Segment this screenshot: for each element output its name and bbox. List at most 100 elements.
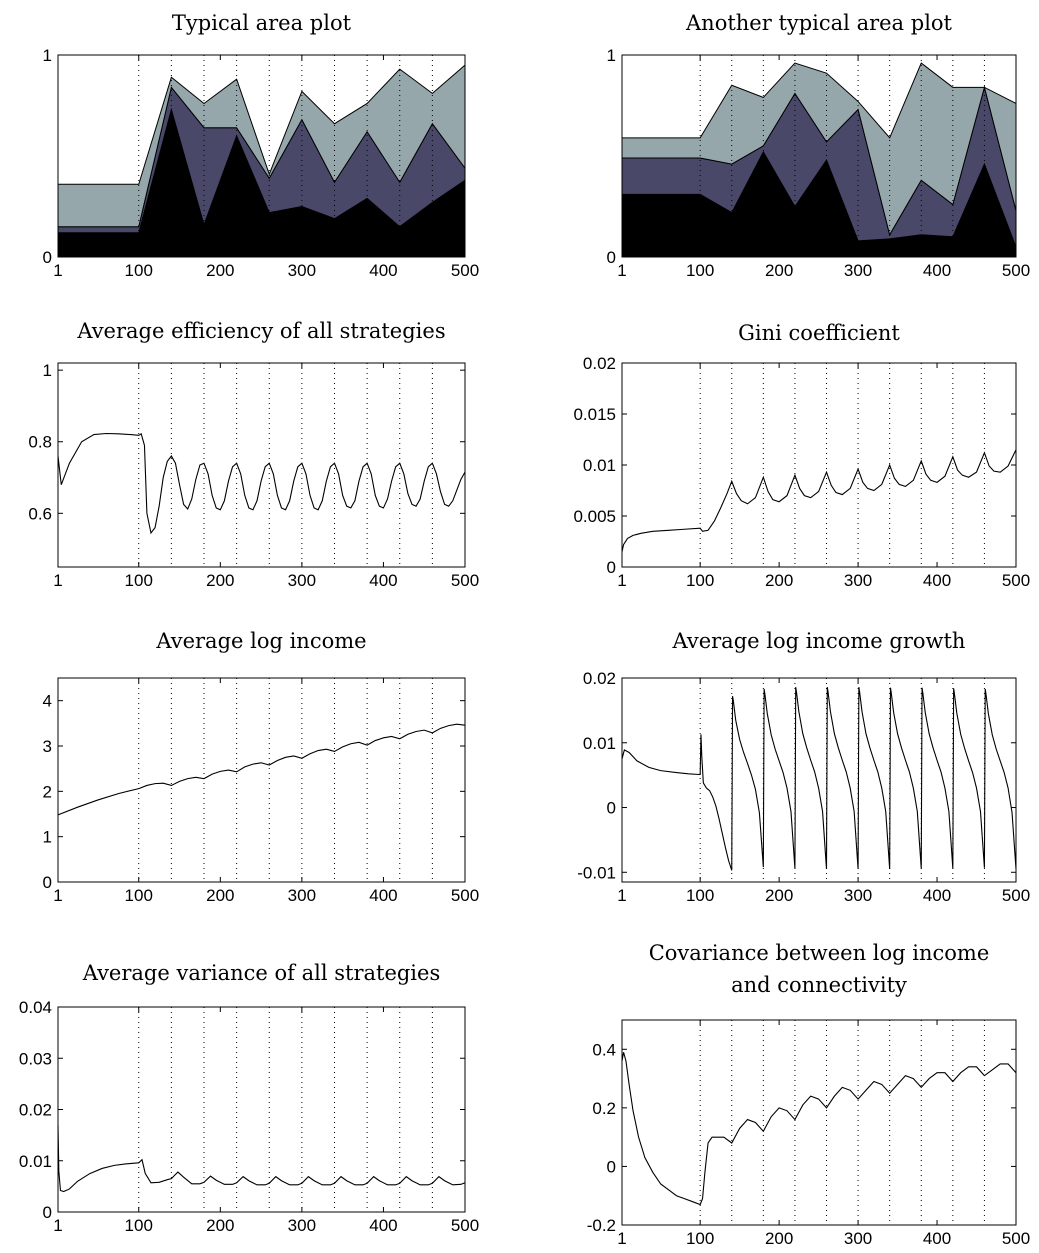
y-tick-label: 3 [43, 737, 52, 756]
chart-title: Average efficiency of all strategies [76, 319, 445, 343]
plot-frame [621, 362, 1017, 568]
plot-frame [57, 362, 466, 568]
chart-title: Average log income growth [672, 629, 966, 653]
x-tick-label: 500 [1002, 1229, 1030, 1248]
x-tick-label: 300 [844, 1229, 872, 1248]
chart-average-variance: Average variance of all strategies 1 100 20… [19, 961, 479, 1235]
x-tick-label: 1 [53, 571, 62, 590]
series-line [621, 686, 1017, 871]
x-tick-label: 100 [686, 261, 714, 280]
chart-covariance-log-income-connectivity: Covariance between log income and connect… [587, 941, 1030, 1248]
y-tick-label: 0.02 [583, 354, 616, 373]
x-tick-label: 400 [369, 571, 397, 590]
y-tick-label: 1 [43, 361, 52, 380]
y-tick-label: 0.01 [583, 734, 616, 753]
chart-title: Average variance of all strategies [82, 961, 440, 985]
x-tick-label: 1 [53, 886, 62, 905]
y-tick-label: 0.4 [592, 1040, 616, 1059]
x-tick-label: 100 [125, 261, 153, 280]
chart-title: Typical area plot [172, 11, 352, 35]
x-tick-label: 500 [451, 1216, 479, 1235]
series-line [57, 723, 466, 816]
x-tick-label: 500 [451, 571, 479, 590]
plot-frame [621, 677, 1017, 883]
x-tick-label: 200 [765, 1229, 793, 1248]
y-tick-label: 0 [607, 799, 616, 818]
x-tick-label: 300 [288, 261, 316, 280]
x-tick-label: 400 [923, 261, 951, 280]
y-tick-label: 4 [43, 692, 52, 711]
y-tick-label: 1 [43, 828, 52, 847]
x-tick-label: 400 [369, 261, 397, 280]
x-tick-label: 400 [923, 1229, 951, 1248]
y-tick-label: 0.03 [19, 1049, 52, 1068]
series-line [621, 449, 1017, 552]
y-tick-label: 0.01 [583, 456, 616, 475]
x-tick-label: 100 [686, 571, 714, 590]
x-tick-label: 500 [451, 261, 479, 280]
chart-gini-coefficient: Gini coefficient 1 100 200 300 400 500 0 0.005 0.… [573, 321, 1030, 590]
x-tick-label: 200 [765, 261, 793, 280]
x-tick-label: 300 [288, 886, 316, 905]
series-line [57, 432, 466, 535]
chart-title: Average log income [155, 629, 366, 653]
y-tick-label: 0.02 [19, 1101, 52, 1120]
y-tick-label: 0.04 [19, 998, 52, 1017]
chart-another-typical-area-plot: Another typical area plot 1 100 200 300 400 50… [607, 11, 1031, 280]
y-tick-label: -0.01 [577, 863, 616, 882]
y-tick-label: 1 [607, 46, 616, 65]
y-tick-label: 1 [43, 46, 52, 65]
y-tick-label: 0.015 [573, 405, 616, 424]
x-tick-label: 1 [53, 261, 62, 280]
x-tick-label: 300 [844, 261, 872, 280]
x-tick-label: 400 [923, 571, 951, 590]
chart-title: Covariance between log income [649, 941, 990, 965]
y-tick-label: 0 [43, 248, 52, 267]
plot-frame [57, 677, 466, 883]
y-tick-label: 0 [43, 873, 52, 892]
plot-frame [621, 54, 1017, 258]
x-tick-label: 300 [844, 571, 872, 590]
y-tick-label: 0.6 [28, 504, 52, 523]
x-tick-label: 1 [53, 1216, 62, 1235]
x-tick-label: 500 [1002, 571, 1030, 590]
x-tick-label: 300 [288, 1216, 316, 1235]
x-tick-label: 200 [206, 571, 234, 590]
x-tick-label: 100 [686, 1229, 714, 1248]
series-line [57, 1124, 466, 1193]
x-tick-label: 100 [686, 886, 714, 905]
x-tick-label: 300 [844, 886, 872, 905]
y-tick-label: 0.8 [28, 433, 52, 452]
x-tick-label: 1 [617, 571, 626, 590]
y-tick-label: 0.2 [592, 1099, 616, 1118]
y-tick-label: 0 [607, 248, 616, 267]
x-tick-label: 200 [765, 886, 793, 905]
series-line [621, 1052, 1017, 1206]
plot-frame [621, 1019, 1017, 1226]
y-tick-label: 0 [43, 1203, 52, 1222]
chart-average-log-income-growth: Average log income growth 1 100 200 300 400 50… [577, 629, 1030, 905]
x-tick-label: 400 [923, 886, 951, 905]
x-tick-label: 200 [765, 571, 793, 590]
x-tick-label: 400 [369, 1216, 397, 1235]
y-tick-label: 0 [607, 558, 616, 577]
x-tick-label: 100 [125, 571, 153, 590]
x-tick-label: 500 [451, 886, 479, 905]
y-tick-label: 2 [43, 782, 52, 801]
chart-title-line-2: and connectivity [731, 973, 907, 997]
x-tick-label: 100 [125, 886, 153, 905]
plot-frame [57, 54, 466, 258]
chart-average-efficiency: Average efficiency of all strategies 1 100… [28, 319, 479, 590]
x-tick-label: 1 [617, 261, 626, 280]
x-tick-label: 300 [288, 571, 316, 590]
chart-title: Gini coefficient [738, 321, 900, 345]
x-tick-label: 1 [617, 886, 626, 905]
y-tick-label: 0.02 [583, 669, 616, 688]
y-tick-label: 0 [607, 1157, 616, 1176]
y-tick-label: 0.005 [573, 507, 616, 526]
x-tick-label: 200 [206, 261, 234, 280]
x-tick-label: 200 [206, 1216, 234, 1235]
